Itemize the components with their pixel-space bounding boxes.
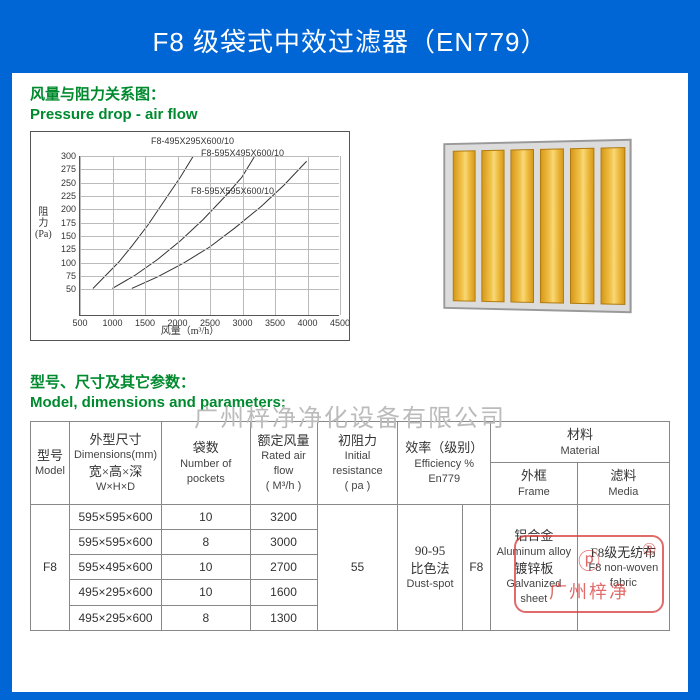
cell-airflow: 1300 [250, 605, 317, 630]
chart-xtick: 3000 [232, 315, 252, 328]
chart-series-line [132, 161, 307, 288]
chart-xtick: 4500 [330, 315, 350, 328]
cell-dims: 595×495×600 [69, 555, 161, 580]
cell-model: F8 [31, 504, 70, 630]
cell-airflow: 1600 [250, 580, 317, 605]
cell-airflow: 2700 [250, 555, 317, 580]
chart-xtick: 1500 [135, 315, 155, 328]
cell-dims: 595×595×600 [69, 504, 161, 529]
cell-airflow: 3200 [250, 504, 317, 529]
section1-heading-cn: 风量与阻力关系图： [30, 83, 670, 104]
parameters-table: 型号 Model 外型尺寸 Dimensions(mm) 宽×高×深 W×H×D… [30, 421, 670, 631]
chart-xtick: 500 [72, 315, 87, 328]
th-airflow: 额定风量 Rated air flow ( M³/h ) [250, 422, 317, 505]
chart-ylabel: 阻 力 (Pa) [35, 207, 52, 240]
chart-ytick: 125 [61, 244, 80, 254]
cell-initial-resistance: 55 [317, 504, 398, 630]
chart-ytick: 275 [61, 164, 80, 174]
chart-legend-2: F8-595X495X600/10 [201, 148, 284, 158]
cell-pockets: 8 [162, 605, 250, 630]
chart-ytick: 75 [66, 271, 80, 281]
cell-dims: 595×595×600 [69, 529, 161, 554]
th-efficiency: 效率（级别） Efficiency % En779 [398, 422, 491, 505]
cell-dims: 495×295×600 [69, 605, 161, 630]
cell-efficiency: 90-95比色法Dust-spot [398, 504, 462, 630]
chart-legend-1: F8-495X295X600/10 [151, 136, 234, 146]
th-model: 型号 Model [31, 422, 70, 505]
cell-pockets: 10 [162, 555, 250, 580]
chart-ytick: 100 [61, 258, 80, 268]
cell-dims: 495×295×600 [69, 580, 161, 605]
chart-legend-3: F8-595X595X600/10 [191, 186, 274, 196]
chart-ytick: 250 [61, 178, 80, 188]
th-material: 材料 Material [491, 422, 670, 463]
filter-pocket [453, 150, 476, 301]
chart-ytick: 200 [61, 204, 80, 214]
pressure-drop-chart: 阻 力 (Pa) 风量（m³/h） 5075100125150175200225… [30, 131, 350, 341]
filter-pocket [570, 148, 594, 305]
page-title: F8 级袋式中效过滤器（EN779） [12, 8, 688, 73]
cell-pockets: 10 [162, 504, 250, 529]
filter-pocket [481, 150, 504, 303]
th-media: 滤料 Media [577, 463, 669, 504]
chart-ytick: 225 [61, 191, 80, 201]
cell-pockets: 10 [162, 580, 250, 605]
filter-pocket [540, 148, 564, 303]
cell-pockets: 8 [162, 529, 250, 554]
filter-pocket [510, 149, 534, 303]
chart-xtick: 2000 [167, 315, 187, 328]
section2-heading-cn: 型号、尺寸及其它参数： [30, 371, 670, 392]
cell-efficiency-class: F8 [462, 504, 490, 630]
chart-xtick: 2500 [200, 315, 220, 328]
th-frame: 外框 Frame [491, 463, 578, 504]
th-dims: 外型尺寸 Dimensions(mm) 宽×高×深 W×H×D [69, 422, 161, 505]
chart-ytick: 175 [61, 218, 80, 228]
table-row: F8595×595×6001032005590-95比色法Dust-spotF8… [31, 504, 670, 529]
chart-xtick: 4000 [297, 315, 317, 328]
cell-frame: 铝合金Aluminum alloy镀锌板Galvanized sheet [491, 504, 578, 630]
th-pockets: 袋数 Number of pockets [162, 422, 250, 505]
th-resistance: 初阻力 Initial resistance ( pa ) [317, 422, 398, 505]
product-image [420, 131, 650, 321]
chart-ytick: 150 [61, 231, 80, 241]
cell-airflow: 3000 [250, 529, 317, 554]
cell-media: F8级无纺布F8 non-woven fabric [577, 504, 669, 630]
chart-ytick: 50 [66, 284, 80, 294]
section1-heading-en: Pressure drop - air flow [30, 106, 670, 123]
chart-xtick: 3500 [265, 315, 285, 328]
chart-ytick: 300 [61, 151, 80, 161]
section2-heading-en: Model, dimensions and parameters: [30, 394, 670, 411]
filter-pocket [601, 147, 626, 305]
chart-xtick: 1000 [102, 315, 122, 328]
